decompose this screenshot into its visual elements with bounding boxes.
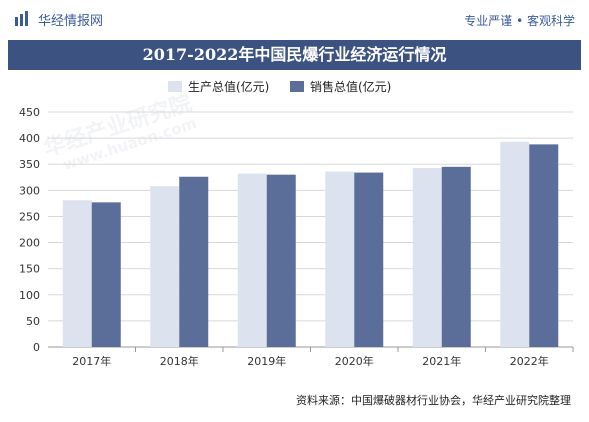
x-axis: 2017年 2018年 2019年 2020年 2021年 2022年 <box>72 347 574 368</box>
y-tick-label: 50 <box>26 315 40 328</box>
legend: 生产总值(亿元) 销售总值(亿元) <box>168 79 391 94</box>
x-tick-label: 2019年 <box>247 354 286 368</box>
legend-label-0: 生产总值(亿元) <box>188 79 269 94</box>
y-tick-label: 200 <box>19 237 40 250</box>
bar-sales-1 <box>179 176 209 347</box>
bar-production-2 <box>237 173 267 347</box>
source-note: 资料来源：中国爆破器材行业协会，华经产业研究院整理 <box>296 394 571 407</box>
x-tick-label: 2022年 <box>510 354 549 368</box>
chart-title: 2017-2022年中国民爆行业经济运行情况 <box>142 45 447 64</box>
bar-production-1 <box>150 186 180 347</box>
y-tick-label: 400 <box>19 132 40 145</box>
brand: 华经情报网 <box>14 10 104 29</box>
y-tick-label: 350 <box>19 158 40 171</box>
y-tick-label: 150 <box>19 263 40 276</box>
bar-sales-5 <box>529 144 559 347</box>
chart-area: 生产总值(亿元) 销售总值(亿元) 0 50 100 150 200 250 300 350 40… <box>0 70 589 418</box>
y-tick-label: 450 <box>19 106 40 119</box>
bar-production-3 <box>325 171 355 347</box>
x-tick-label: 2021年 <box>422 354 461 368</box>
y-tick-label: 100 <box>19 289 40 302</box>
legend-swatch-1 <box>290 81 304 92</box>
y-tick-label: 0 <box>33 341 40 354</box>
brand-logo-icon <box>15 11 28 26</box>
x-tick-label: 2020年 <box>335 354 374 368</box>
bar-sales-0 <box>91 202 121 347</box>
bar-chart: 生产总值(亿元) 销售总值(亿元) 0 50 100 150 200 250 300 350 40… <box>19 79 574 368</box>
bar-production-0 <box>62 200 92 347</box>
bars <box>62 141 559 347</box>
y-axis: 0 50 100 150 200 250 300 350 400 450 <box>19 106 40 354</box>
y-tick-label: 250 <box>19 210 40 223</box>
title-bar: 2017-2022年中国民爆行业经济运行情况 <box>8 40 581 70</box>
bar-production-4 <box>412 167 442 347</box>
bar-sales-3 <box>354 172 384 347</box>
bar-production-5 <box>500 141 530 347</box>
grid <box>48 111 573 348</box>
legend-label-1: 销售总值(亿元) <box>310 79 391 94</box>
slogan: 专业严谨 • 客观科学 <box>464 14 575 28</box>
bar-sales-4 <box>441 166 471 347</box>
top-bar: 华经情报网 专业严谨 • 客观科学 <box>0 0 589 38</box>
y-tick-label: 300 <box>19 184 40 197</box>
brand-name: 华经情报网 <box>38 13 104 29</box>
x-tick-label: 2018年 <box>160 354 199 368</box>
x-tick-label: 2017年 <box>72 354 111 368</box>
bar-sales-2 <box>266 174 296 347</box>
legend-swatch-0 <box>168 81 182 92</box>
